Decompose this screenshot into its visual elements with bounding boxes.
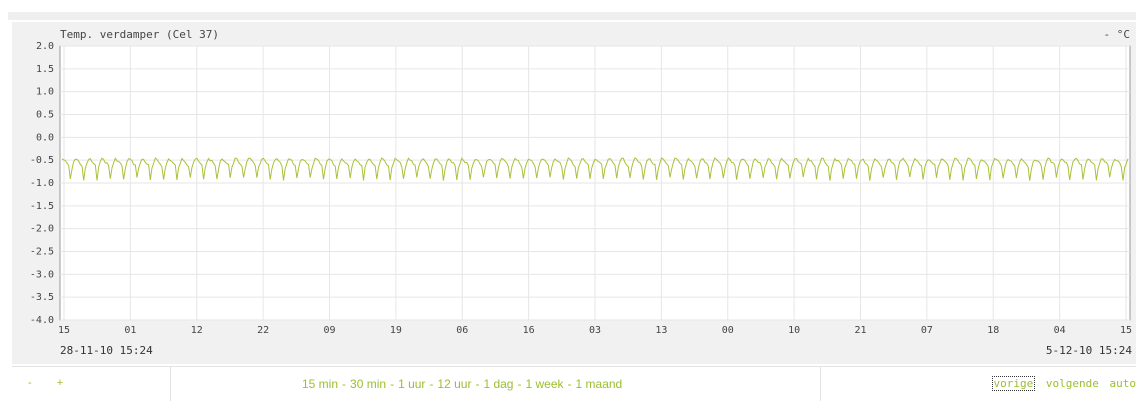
end-date-label: 5-12-10 15:24 [1045,344,1132,357]
x-tick-label: 12 [191,325,203,336]
chart-title: Temp. verdamper (Cel 37) [60,28,219,41]
footer-bar: - + 15 min -30 min -1 uur -12 uur -1 dag -1 w… [12,366,1136,401]
x-tick-label: 15 [58,325,70,336]
y-tick-label: 1.0 [36,87,54,98]
y-tick-label: 0.5 [36,110,54,121]
navigation-links: vorige volgende auto [988,376,1137,391]
range-link[interactable]: 1 week [525,377,564,391]
range-link[interactable]: 1 maand [575,377,623,391]
range-link[interactable]: 30 min [350,377,387,391]
x-tick-label: 00 [722,325,734,336]
chart-unit: - °C [1103,28,1131,41]
range-link[interactable]: 1 dag [483,377,514,391]
x-tick-label: 03 [589,325,601,336]
y-tick-label: -1.5 [30,201,54,212]
temperature-line [61,157,1129,181]
x-tick-label: 18 [987,325,999,336]
range-separator: - [342,377,347,391]
y-tick-label: 2.0 [36,41,54,52]
x-tick-label: 19 [390,325,402,336]
y-tick-label: -4.0 [30,315,54,326]
zoom-out-button[interactable]: - [28,377,32,389]
range-separator: - [475,377,480,391]
top-strip [8,12,1136,20]
auto-link[interactable]: auto [1109,377,1137,390]
x-tick-label: 22 [257,325,269,336]
x-tick-label: 07 [921,325,933,336]
previous-link[interactable]: vorige [991,376,1036,391]
zoom-in-button[interactable]: + [56,377,64,389]
x-tick-label: 10 [788,325,800,336]
y-tick-label: 0.0 [36,132,54,143]
y-tick-label: -2.0 [30,224,54,235]
time-range-links: 15 min -30 min -1 uur -12 uur -1 dag -1 week -… [302,377,622,391]
range-separator: - [390,377,395,391]
y-tick-label: 1.5 [36,64,54,75]
range-separator: - [429,377,434,391]
x-tick-label: 13 [655,325,667,336]
x-tick-label: 06 [456,325,468,336]
zoom-controls: - + [28,377,85,389]
x-tick-label: 16 [523,325,535,336]
range-link[interactable]: 12 uur [437,377,472,391]
footer-divider [820,367,821,401]
x-tick-label: 01 [124,325,136,336]
y-tick-label: -1.0 [30,178,54,189]
range-link[interactable]: 15 min [302,377,339,391]
y-tick-label: -3.0 [30,269,54,280]
y-tick-label: -0.5 [30,155,54,166]
range-separator: - [517,377,522,391]
x-tick-label: 15 [1120,325,1132,336]
next-link[interactable]: volgende [1045,377,1099,390]
range-link[interactable]: 1 uur [398,377,426,391]
start-date-label: 28-11-10 15:24 [60,344,153,357]
x-tick-label: 21 [854,325,866,336]
x-tick-label: 04 [1054,325,1066,336]
y-tick-label: -3.5 [30,292,54,303]
footer-divider [170,367,171,401]
y-tick-label: -2.5 [30,247,54,258]
x-tick-label: 09 [323,325,335,336]
range-separator: - [567,377,572,391]
